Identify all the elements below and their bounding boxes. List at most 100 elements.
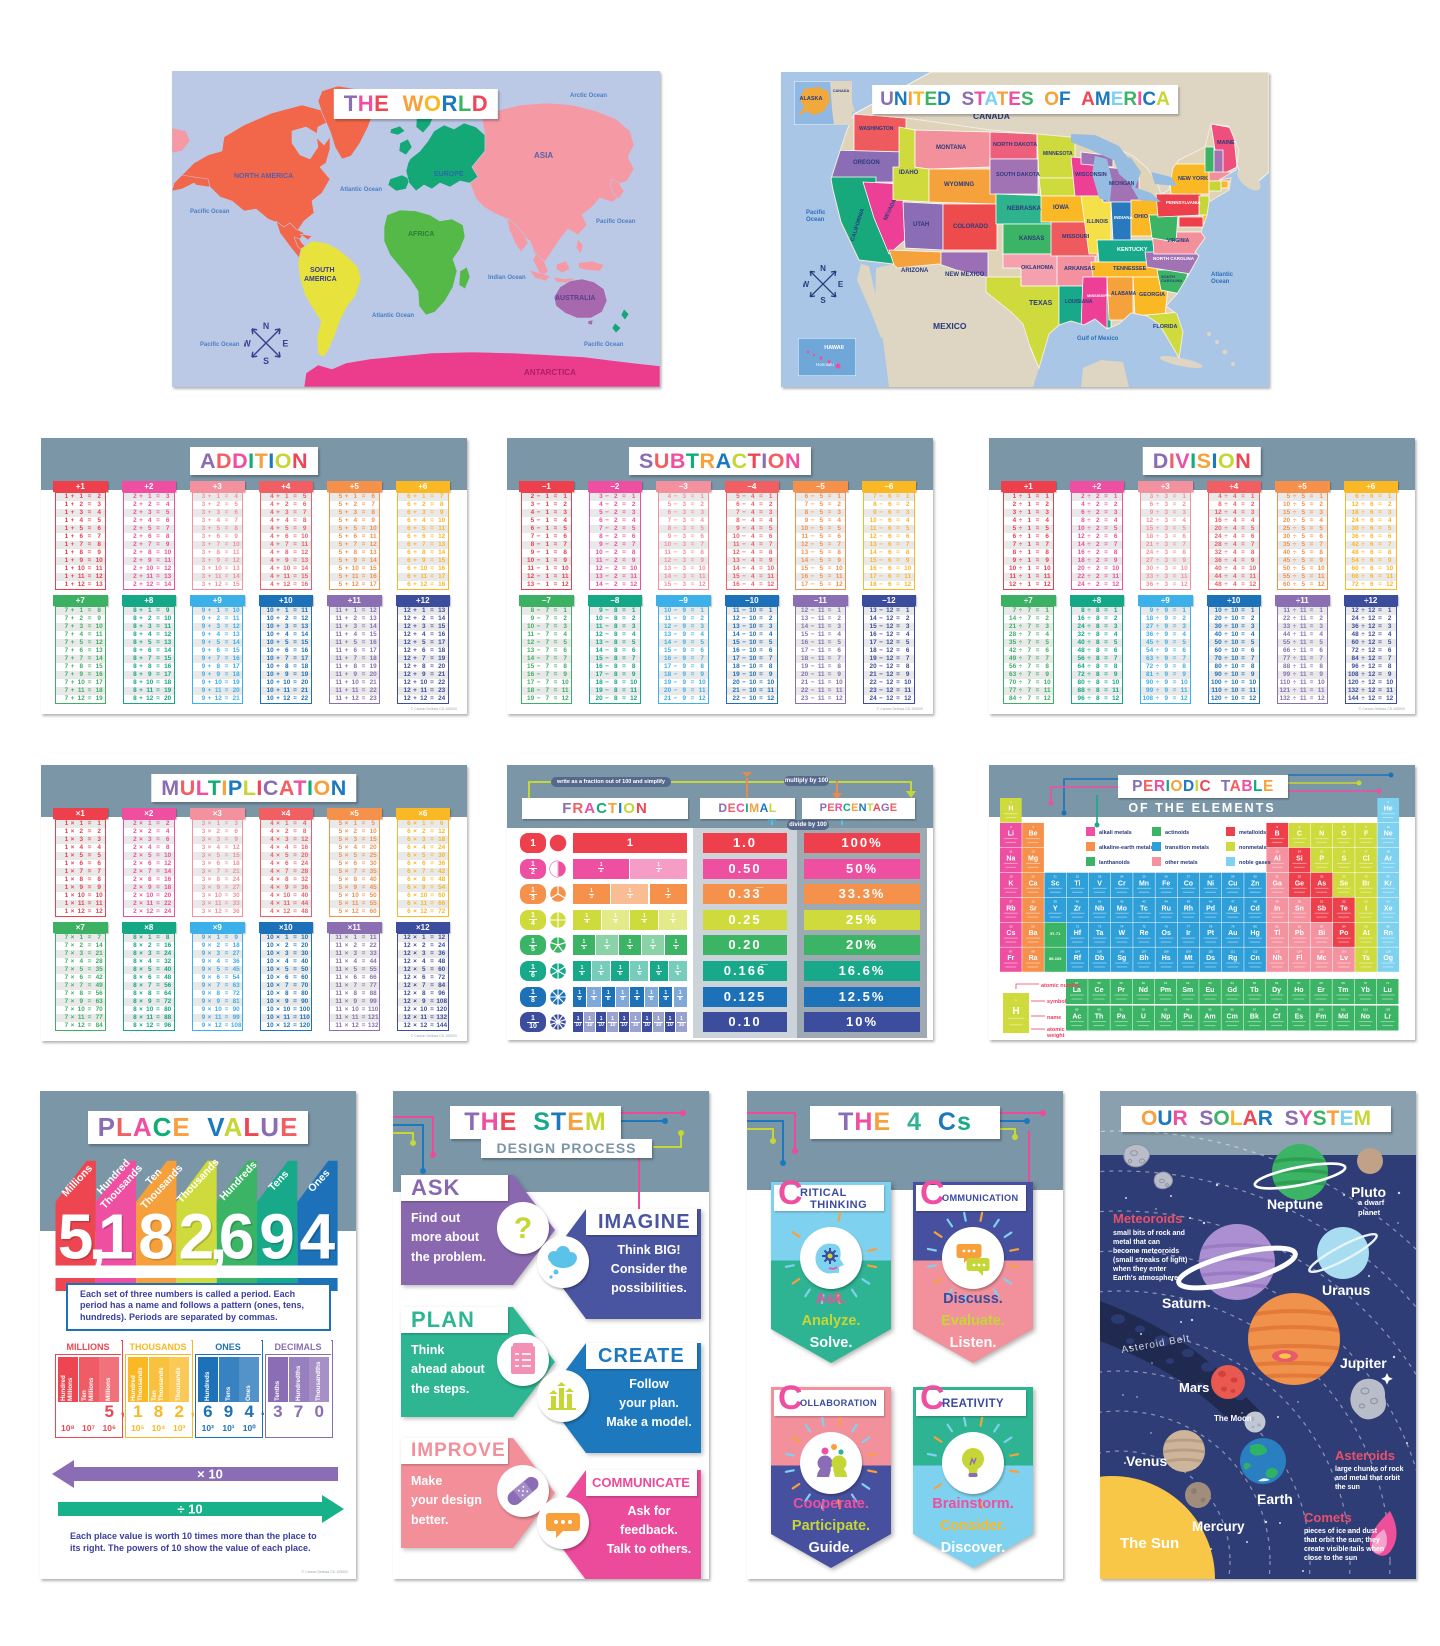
svg-text:13: 13 <box>1276 850 1280 854</box>
svg-text:58: 58 <box>1097 981 1101 985</box>
svg-text:14: 14 <box>1298 850 1302 854</box>
svg-text:Au: Au <box>1228 930 1237 937</box>
svg-text:81: 81 <box>1276 924 1280 928</box>
svg-text:85: 85 <box>1364 924 1368 928</box>
svg-text:Mt: Mt <box>1184 955 1193 962</box>
svg-text:Md: Md <box>1338 1014 1348 1021</box>
svg-text:Li: Li <box>1008 831 1014 838</box>
svg-text:Co: Co <box>1184 880 1193 887</box>
svg-text:Sg: Sg <box>1117 955 1126 962</box>
svg-text:2: 2 <box>180 1202 216 1274</box>
svg-text:75: 75 <box>1142 924 1146 928</box>
svg-text:Nb: Nb <box>1095 905 1104 912</box>
svg-text:4: 4 <box>301 1202 337 1274</box>
svg-text:W: W <box>244 339 251 349</box>
svg-text:Tc: Tc <box>1140 905 1148 912</box>
svg-text:71: 71 <box>1386 981 1390 985</box>
svg-text:51: 51 <box>1320 900 1324 904</box>
svg-text:Cn: Cn <box>1250 955 1259 962</box>
svg-text:97: 97 <box>1253 1008 1257 1012</box>
svg-text:50: 50 <box>1298 900 1302 904</box>
svg-text:18: 18 <box>1387 850 1391 854</box>
svg-text:Ag: Ag <box>1228 905 1237 912</box>
svg-text:noble gases: noble gases <box>1239 860 1271 866</box>
svg-text:S: S <box>263 356 269 365</box>
svg-text:38: 38 <box>1031 900 1035 904</box>
svg-text:Am: Am <box>1204 1014 1215 1021</box>
svg-text:108: 108 <box>1164 949 1169 953</box>
svg-text:80: 80 <box>1253 924 1257 928</box>
svg-text:4: 4 <box>300 1201 336 1273</box>
svg-text:63: 63 <box>1208 981 1212 985</box>
svg-text:27: 27 <box>1187 875 1191 879</box>
svg-text:41: 41 <box>1098 900 1102 904</box>
svg-text:Y: Y <box>1053 905 1058 912</box>
svg-text:42: 42 <box>1120 900 1124 904</box>
svg-text:S: S <box>1342 856 1347 863</box>
svg-text:In: In <box>1274 905 1280 912</box>
svg-text:74: 74 <box>1120 924 1124 928</box>
svg-text:ALASKA: ALASKA <box>800 96 823 102</box>
svg-text:44: 44 <box>1165 900 1169 904</box>
svg-text:92: 92 <box>1142 1008 1146 1012</box>
svg-text:,: , <box>89 1201 107 1273</box>
svg-text:5: 5 <box>59 1202 95 1274</box>
svg-text:Lr: Lr <box>1384 1014 1391 1021</box>
svg-text:40: 40 <box>1076 900 1080 904</box>
svg-text:Fr: Fr <box>1007 955 1014 962</box>
svg-text:86: 86 <box>1387 924 1391 928</box>
svg-text:transition metals: transition metals <box>1165 845 1209 851</box>
svg-text:Mo: Mo <box>1117 905 1127 912</box>
svg-text:Dy: Dy <box>1272 987 1281 994</box>
svg-text:77: 77 <box>1187 924 1191 928</box>
svg-text:Gd: Gd <box>1227 987 1237 994</box>
svg-text:Se: Se <box>1340 880 1349 887</box>
svg-text:Cm: Cm <box>1227 1014 1238 1021</box>
svg-text:111: 111 <box>1231 949 1236 953</box>
svg-text:Sm: Sm <box>1182 987 1193 994</box>
svg-text:Rh: Rh <box>1184 905 1193 912</box>
svg-text:54: 54 <box>1387 900 1391 904</box>
svg-text:101: 101 <box>1341 1008 1346 1012</box>
svg-text:2: 2 <box>1387 800 1389 804</box>
svg-text:26: 26 <box>1165 875 1169 879</box>
svg-text:48: 48 <box>1253 900 1257 904</box>
svg-text:Ra: Ra <box>1029 955 1038 962</box>
svg-text:69: 69 <box>1342 981 1346 985</box>
svg-text:31: 31 <box>1276 875 1280 879</box>
svg-text:Ca: Ca <box>1029 880 1038 887</box>
svg-text:atomic: atomic <box>1047 1027 1065 1033</box>
svg-text:17: 17 <box>1364 850 1368 854</box>
svg-text:73: 73 <box>1098 924 1102 928</box>
svg-text:Al: Al <box>1274 856 1281 863</box>
svg-text:9: 9 <box>261 1202 297 1274</box>
svg-text:La: La <box>1073 987 1081 994</box>
svg-text:34: 34 <box>1342 875 1346 879</box>
svg-text:32: 32 <box>1298 875 1302 879</box>
svg-text:W: W <box>803 280 810 289</box>
svg-text:metalloids: metalloids <box>1239 830 1266 836</box>
svg-text:N: N <box>1319 831 1324 838</box>
svg-text:W: W <box>1118 930 1125 937</box>
svg-text:Sr: Sr <box>1029 905 1037 912</box>
svg-text:O: O <box>1341 831 1347 838</box>
svg-text:Pm: Pm <box>1160 987 1171 994</box>
svg-text:89-103: 89-103 <box>1049 956 1062 961</box>
svg-text:62: 62 <box>1186 981 1190 985</box>
svg-text:Cl: Cl <box>1363 856 1370 863</box>
svg-text:N: N <box>263 321 269 331</box>
svg-text:96: 96 <box>1231 1008 1235 1012</box>
svg-text:As: As <box>1317 880 1326 887</box>
svg-text:Pb: Pb <box>1295 930 1304 937</box>
svg-text:89: 89 <box>1075 1008 1079 1012</box>
svg-text:Po: Po <box>1339 930 1348 937</box>
svg-text:90: 90 <box>1097 1008 1101 1012</box>
svg-text:HAWAII: HAWAII <box>824 345 844 351</box>
svg-text:Ga: Ga <box>1273 880 1282 887</box>
svg-text:6: 6 <box>219 1201 255 1273</box>
svg-text:Nd: Nd <box>1139 987 1148 994</box>
svg-text:Os: Os <box>1162 930 1171 937</box>
svg-text:36: 36 <box>1387 875 1391 879</box>
svg-text:Og: Og <box>1383 955 1393 962</box>
svg-text:C: C <box>1297 831 1302 838</box>
